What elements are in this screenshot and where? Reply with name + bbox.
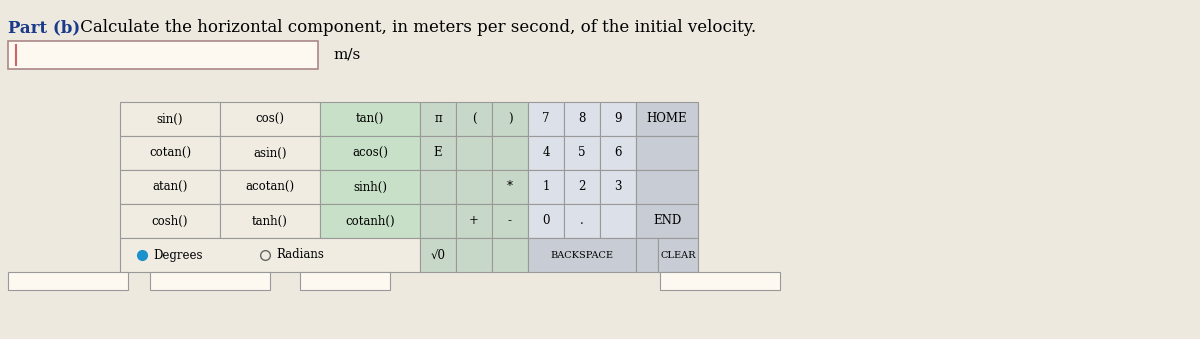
- Bar: [492, 136, 528, 170]
- Text: +: +: [469, 215, 479, 227]
- Bar: [660, 272, 780, 290]
- Bar: [420, 170, 456, 204]
- Text: -: -: [508, 215, 512, 227]
- Text: sinh(): sinh(): [353, 180, 386, 194]
- Bar: [456, 102, 492, 136]
- Bar: [120, 170, 220, 204]
- Bar: [420, 204, 456, 238]
- Text: cotanh(): cotanh(): [346, 215, 395, 227]
- Bar: [456, 238, 492, 272]
- Bar: [220, 102, 320, 136]
- Bar: [456, 170, 492, 204]
- Bar: [320, 102, 420, 136]
- Bar: [492, 238, 528, 272]
- Bar: [420, 238, 456, 272]
- Bar: [320, 170, 420, 204]
- Bar: [564, 136, 600, 170]
- Bar: [120, 102, 220, 136]
- Bar: [636, 136, 698, 170]
- Bar: [120, 136, 220, 170]
- Bar: [8, 41, 318, 69]
- Bar: [528, 136, 564, 170]
- Text: Part (b): Part (b): [8, 19, 80, 36]
- Text: acos(): acos(): [352, 146, 388, 160]
- Bar: [600, 102, 636, 136]
- Text: .: .: [580, 215, 584, 227]
- Bar: [320, 136, 420, 170]
- Text: Degrees: Degrees: [154, 248, 203, 261]
- Text: 8: 8: [578, 113, 586, 125]
- Bar: [120, 238, 420, 272]
- Bar: [492, 204, 528, 238]
- Bar: [528, 238, 636, 272]
- Text: tan(): tan(): [356, 113, 384, 125]
- Bar: [600, 170, 636, 204]
- Text: m/s: m/s: [334, 48, 360, 62]
- Text: E: E: [433, 146, 443, 160]
- Text: 1: 1: [542, 180, 550, 194]
- Text: *: *: [508, 180, 514, 194]
- Text: HOME: HOME: [647, 113, 688, 125]
- Text: BACKSPACE: BACKSPACE: [551, 251, 613, 259]
- Bar: [456, 136, 492, 170]
- Text: atan(): atan(): [152, 180, 187, 194]
- Bar: [636, 170, 698, 204]
- Bar: [492, 170, 528, 204]
- Text: 5: 5: [578, 146, 586, 160]
- Bar: [420, 102, 456, 136]
- Bar: [564, 204, 600, 238]
- Text: √0: √0: [431, 248, 445, 261]
- Bar: [220, 136, 320, 170]
- Text: Radians: Radians: [276, 248, 324, 261]
- Bar: [150, 272, 270, 290]
- Bar: [8, 272, 128, 290]
- Text: cosh(): cosh(): [151, 215, 188, 227]
- Text: 9: 9: [614, 113, 622, 125]
- Bar: [600, 136, 636, 170]
- Bar: [220, 170, 320, 204]
- Bar: [658, 238, 698, 272]
- Bar: [564, 102, 600, 136]
- Bar: [636, 204, 698, 238]
- Bar: [420, 136, 456, 170]
- Text: sin(): sin(): [157, 113, 184, 125]
- Text: acotan(): acotan(): [246, 180, 294, 194]
- Text: asin(): asin(): [253, 146, 287, 160]
- Text: 0: 0: [542, 215, 550, 227]
- Bar: [564, 170, 600, 204]
- Text: 4: 4: [542, 146, 550, 160]
- Text: 3: 3: [614, 180, 622, 194]
- Bar: [528, 170, 564, 204]
- Bar: [456, 204, 492, 238]
- Text: (: (: [472, 113, 476, 125]
- Bar: [220, 204, 320, 238]
- Bar: [320, 204, 420, 238]
- Bar: [492, 102, 528, 136]
- Text: Calculate the horizontal component, in meters per second, of the initial velocit: Calculate the horizontal component, in m…: [74, 19, 756, 36]
- Bar: [528, 204, 564, 238]
- Bar: [636, 238, 658, 272]
- Bar: [600, 204, 636, 238]
- Text: END: END: [653, 215, 682, 227]
- Text: cotan(): cotan(): [149, 146, 191, 160]
- Bar: [636, 102, 698, 136]
- Text: π: π: [434, 113, 442, 125]
- Text: ): ): [508, 113, 512, 125]
- Text: 7: 7: [542, 113, 550, 125]
- Bar: [528, 102, 564, 136]
- Text: cos(): cos(): [256, 113, 284, 125]
- Bar: [300, 272, 390, 290]
- Text: CLEAR: CLEAR: [660, 251, 696, 259]
- Text: 6: 6: [614, 146, 622, 160]
- Text: 2: 2: [578, 180, 586, 194]
- Text: tanh(): tanh(): [252, 215, 288, 227]
- Bar: [120, 204, 220, 238]
